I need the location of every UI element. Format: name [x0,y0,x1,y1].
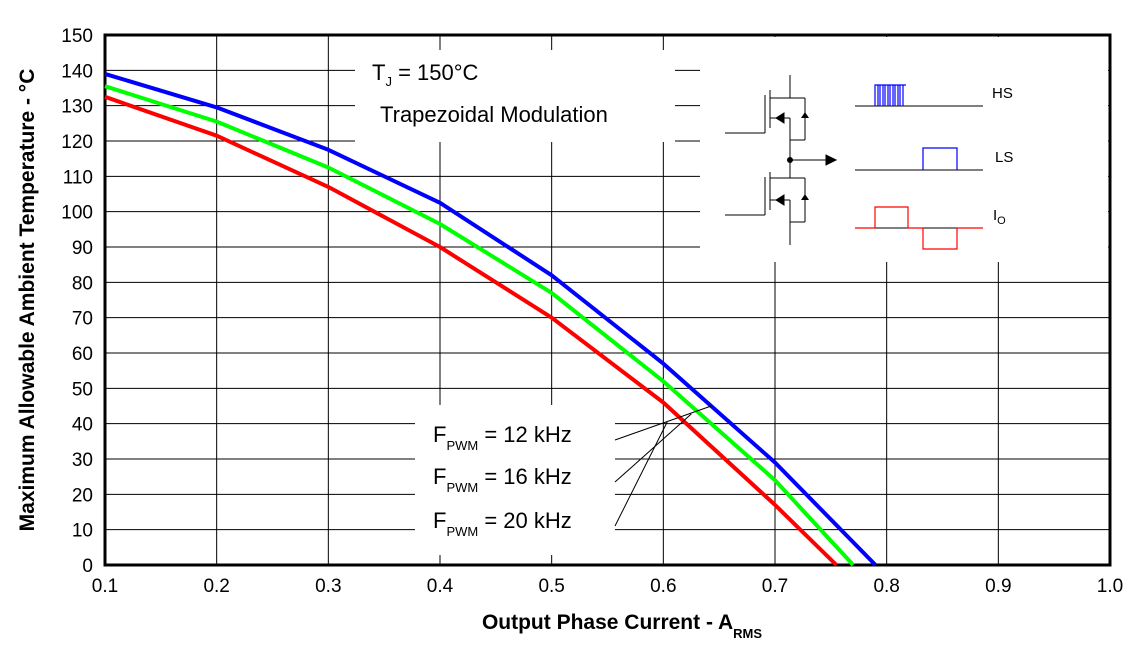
y-tick-label: 20 [72,485,93,506]
modulation-label: Trapezoidal Modulation [380,102,608,127]
x-tick-label: 0.2 [203,576,229,597]
x-tick-label: 0.7 [762,576,788,597]
legend-leader-line [614,405,712,441]
x-tick-label: 0.9 [985,576,1011,597]
output-node-arrow-icon [787,145,838,178]
legend-16khz-value: = 16 kHz [478,464,572,489]
legend-12khz-sub: PWM [446,438,478,453]
y-tick-label: 40 [72,415,93,436]
condition-annotation: TJ = 150°C Trapezoidal Modulation [355,50,675,142]
ls-label: LS [995,149,1013,166]
y-axis-title: Maximum Allowable Ambient Temperature - … [16,69,39,532]
x-tick-label: 1.0 [1097,576,1123,597]
x-tick-label: 0.8 [873,576,899,597]
legend-16khz-sub: PWM [446,480,478,495]
legend-12khz: FPWM = 12 kHz [433,422,572,453]
legend-16khz: FPWM = 16 kHz [433,464,572,495]
plot-frame [103,33,1112,567]
y-tick-label: 90 [72,238,93,259]
y-tick-label: 30 [72,450,93,471]
hs-pulses [874,84,906,106]
io-label: IO [993,207,1006,227]
low-side-mosfet-icon [725,172,809,245]
x-tick-label: 0.5 [538,576,564,597]
legend-12khz-value: = 12 kHz [478,422,572,447]
y-tick-label: 60 [72,344,93,365]
x-axis-title: Output Phase Current - ARMS [482,611,762,641]
y-tick-label: 10 [72,521,93,542]
tj-value: = 150°C [392,60,479,85]
y-tick-label: 100 [61,203,93,224]
legend-12khz-main: F [433,422,446,447]
legend-20khz: FPWM = 20 kHz [433,508,572,539]
y-tick-label: 50 [72,379,93,400]
y-tick-labels: 0 10 20 30 40 50 60 70 80 90 100 110 120 130 140 150 [61,26,93,577]
x-axis-title-sub: RMS [733,626,762,641]
legend-leader-line [614,421,668,527]
y-tick-label: 130 [61,97,93,118]
y-tick-label: 70 [72,309,93,330]
io-sub: O [997,215,1006,227]
x-tick-labels: 0.1 0.2 0.3 0.4 0.5 0.6 0.7 0.8 0.9 1.0 [92,576,1123,597]
x-tick-label: 0.3 [315,576,341,597]
legend-20khz-value: = 20 kHz [478,508,572,533]
frequency-legend: FPWM = 12 kHz FPWM = 16 kHz FPWM = 20 kH… [415,405,712,555]
y-tick-label: 150 [61,26,93,47]
x-tick-label: 0.1 [92,576,118,597]
series-line-1 [104,84,855,567]
y-tick-label: 80 [72,273,93,294]
legend-leader-lines [614,405,712,527]
legend-20khz-main: F [433,508,446,533]
io-waveform: IO [855,206,1006,250]
x-tick-label: 0.4 [427,576,454,597]
high-side-mosfet-icon [725,75,809,145]
legend-leader-line [614,413,692,483]
ls-waveform: LS [855,147,1013,171]
x-tick-label: 0.6 [650,576,676,597]
half-bridge-inset: HS LS IO [700,37,1108,262]
hs-waveform: HS [855,84,1013,107]
legend-20khz-sub: PWM [446,524,478,539]
legend-16khz-main: F [433,464,446,489]
ls-pulse [922,147,958,170]
tj-label: TJ = 150°C [372,60,479,89]
y-tick-label: 120 [61,132,93,153]
series-lines [104,71,877,567]
tj-main: T [372,60,385,85]
series-line-0 [104,71,877,567]
io-wave [855,206,983,250]
x-axis-title-main: Output Phase Current - A [482,611,733,634]
hs-label: HS [992,85,1013,102]
y-tick-label: 110 [63,167,93,188]
y-tick-label: 0 [82,556,93,577]
io-main: I [993,207,997,224]
y-tick-label: 140 [61,61,93,82]
tj-sub: J [385,74,392,89]
series-line-2 [104,94,838,567]
